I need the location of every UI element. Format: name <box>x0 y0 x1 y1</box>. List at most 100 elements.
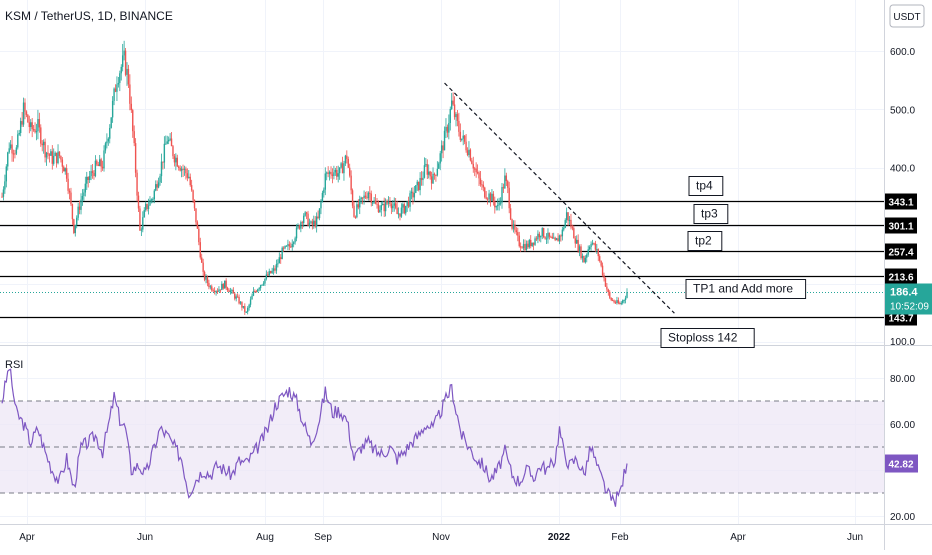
candle <box>321 190 324 203</box>
candle-body <box>538 233 541 238</box>
candle-body <box>591 243 594 245</box>
level-tag-bg <box>885 193 917 210</box>
time-axis-tick: Aug <box>256 532 274 543</box>
candle-body <box>7 152 9 167</box>
candle <box>527 240 529 249</box>
candle-body <box>271 270 273 274</box>
level-annotation-4: Stoploss 142 <box>660 328 755 348</box>
candle <box>249 296 252 308</box>
trend-line <box>444 82 675 314</box>
candle-body <box>175 157 177 163</box>
candle-body <box>603 275 605 279</box>
candle <box>61 157 64 174</box>
candle <box>63 165 65 172</box>
candle-body <box>97 164 99 166</box>
candle-body <box>78 206 81 210</box>
candle <box>531 242 533 248</box>
level-annotation-1: tp3 <box>693 204 729 224</box>
candle-body <box>565 212 568 221</box>
candle <box>25 110 28 118</box>
candle <box>155 180 157 192</box>
candle <box>179 165 181 172</box>
candle-body <box>162 161 164 163</box>
candle-body <box>45 152 48 158</box>
candle <box>313 215 315 229</box>
candle <box>126 62 128 86</box>
time-axis-tick: Sep <box>314 532 332 543</box>
candle-body <box>507 181 509 188</box>
candle <box>535 236 538 242</box>
candle-body <box>38 119 41 128</box>
candle-body <box>274 268 276 271</box>
candle <box>305 211 308 220</box>
candle-body <box>481 184 483 186</box>
candle <box>292 241 295 248</box>
candle <box>99 154 101 167</box>
candle-body <box>453 104 456 118</box>
candle <box>521 245 523 249</box>
candle <box>198 226 200 246</box>
candle <box>522 239 525 251</box>
candle <box>44 138 46 163</box>
level-annotation-2: tp2 <box>687 231 723 251</box>
candle <box>469 148 472 162</box>
candle-body <box>410 191 413 194</box>
candle-body <box>504 175 506 189</box>
candle-body <box>511 219 513 229</box>
candle <box>475 162 477 178</box>
candle-body <box>489 193 492 202</box>
trend-layer <box>444 82 675 314</box>
candle-body <box>433 173 436 175</box>
candle <box>41 140 43 152</box>
bar-countdown: 10:52:09 <box>890 302 929 313</box>
candle <box>167 136 170 145</box>
candle <box>419 172 421 196</box>
candle-body <box>380 205 383 210</box>
candle-body <box>469 149 472 161</box>
candle-body <box>193 199 196 209</box>
candle-body <box>198 228 200 243</box>
candle-body <box>211 286 213 291</box>
candle-body <box>571 227 574 229</box>
candle-body <box>535 238 538 240</box>
candle-body <box>574 238 576 244</box>
candle-body <box>558 235 561 242</box>
candle <box>193 199 196 211</box>
candle <box>60 155 62 163</box>
candle-body <box>596 249 598 251</box>
candle-body <box>354 216 357 218</box>
candle <box>541 227 543 240</box>
candle <box>224 280 226 289</box>
candle-body <box>63 166 65 172</box>
candle-body <box>518 235 520 247</box>
candle <box>621 299 624 305</box>
candle-body <box>328 171 331 174</box>
candle <box>495 205 497 211</box>
candle <box>363 190 365 205</box>
candle <box>353 201 355 218</box>
candle-body <box>502 187 505 189</box>
candle-body <box>169 138 171 140</box>
candle <box>623 299 625 304</box>
candle-body <box>412 191 414 198</box>
candle <box>370 190 372 207</box>
candle-body <box>501 187 503 203</box>
candle-body <box>163 143 166 163</box>
candle-body <box>420 177 423 181</box>
candle-body <box>532 242 535 245</box>
candle <box>248 303 250 311</box>
candle-body <box>70 192 72 205</box>
candle-body <box>455 114 457 118</box>
candle-body <box>334 169 337 173</box>
candle <box>423 157 426 179</box>
candle <box>471 157 473 165</box>
candle-body <box>264 278 266 284</box>
candle <box>37 109 39 140</box>
candle <box>297 223 299 230</box>
candle-body <box>37 119 39 132</box>
candle-body <box>91 171 94 173</box>
currency-button[interactable]: USDT <box>889 4 925 28</box>
candle <box>262 281 265 286</box>
candle-body <box>94 160 97 177</box>
candle <box>374 194 377 205</box>
